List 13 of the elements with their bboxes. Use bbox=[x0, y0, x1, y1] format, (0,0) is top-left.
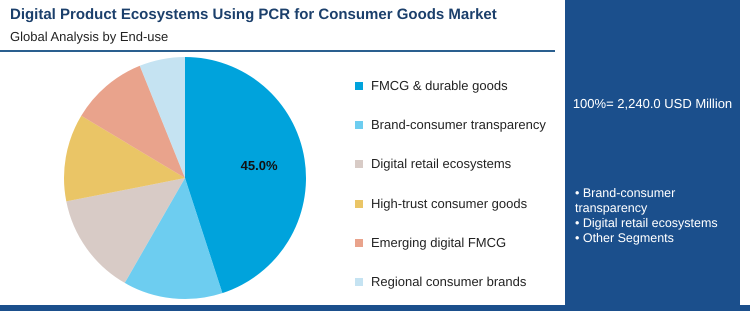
chart-title: Digital Product Ecosystems Using PCR for Consumer Goods Market bbox=[10, 6, 497, 23]
chart-subtitle: Global Analysis by End-use bbox=[10, 29, 168, 44]
legend-label: Digital retail ecosystems bbox=[371, 156, 512, 172]
text: 100%= 2,240.0 USD Million bbox=[572, 96, 734, 111]
text: • Brand-consumer transparency bbox=[575, 186, 676, 216]
data-label: 45.0% bbox=[240, 158, 278, 173]
legend-label: High-trust consumer goods bbox=[371, 196, 528, 211]
text: • Digital retail ecosystems bbox=[575, 216, 719, 231]
text: • Other Segments bbox=[575, 231, 675, 246]
legend-label: FMCG & durable goods bbox=[371, 78, 508, 93]
legend-label: Regional consumer brands bbox=[371, 274, 526, 289]
legend-label: Brand-consumer transparency bbox=[371, 117, 546, 132]
legend-label: Emerging digital FMCG bbox=[371, 234, 506, 250]
